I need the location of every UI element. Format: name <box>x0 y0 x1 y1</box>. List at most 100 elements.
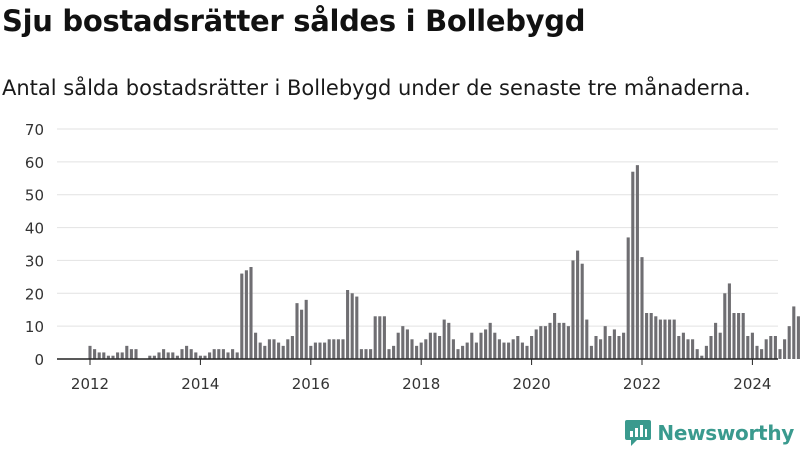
y-tick-label: 30 <box>25 252 44 270</box>
bar <box>783 339 787 359</box>
bar <box>792 306 796 359</box>
bar <box>663 319 667 359</box>
bar <box>244 270 248 359</box>
bar <box>543 326 547 359</box>
bar <box>166 352 170 359</box>
bar <box>392 345 396 359</box>
bar <box>502 342 506 359</box>
bar <box>208 352 212 359</box>
bar <box>240 273 244 359</box>
newsworthy-logo[interactable]: Newsworthy <box>625 420 794 446</box>
bar <box>152 355 156 359</box>
bar <box>249 267 253 359</box>
bar <box>507 342 511 359</box>
bar <box>525 345 529 359</box>
bar <box>134 349 138 359</box>
bar <box>654 316 658 359</box>
bar <box>419 342 423 359</box>
bar <box>672 319 676 359</box>
bar <box>428 332 432 359</box>
bar <box>718 332 722 359</box>
bar <box>612 329 616 359</box>
bar <box>300 309 304 359</box>
bar <box>346 290 350 359</box>
bar <box>681 332 685 359</box>
bar <box>254 332 258 359</box>
bar <box>511 339 515 359</box>
bar <box>649 313 653 359</box>
bar <box>534 329 538 359</box>
bar <box>737 313 741 359</box>
bar <box>566 326 570 359</box>
bar <box>442 319 446 359</box>
bar <box>309 345 313 359</box>
x-tick-label: 2016 <box>292 375 330 393</box>
bar <box>695 349 699 359</box>
bar <box>313 342 317 359</box>
bar <box>741 313 745 359</box>
bar <box>387 349 391 359</box>
bar <box>286 339 290 359</box>
bar <box>539 326 543 359</box>
bar <box>760 349 764 359</box>
bar <box>378 316 382 359</box>
bar <box>217 349 221 359</box>
y-tick-label: 40 <box>25 220 44 238</box>
bar <box>102 352 106 359</box>
bar <box>401 326 405 359</box>
bar <box>382 316 386 359</box>
bar <box>691 339 695 359</box>
bar <box>198 355 202 359</box>
bar <box>562 322 566 359</box>
bar <box>677 336 681 359</box>
bar <box>709 336 713 359</box>
bar <box>635 165 639 359</box>
bar <box>773 336 777 359</box>
x-tick-label: 2012 <box>71 375 109 393</box>
bar <box>88 345 92 359</box>
bar <box>231 349 235 359</box>
y-tick-label: 20 <box>25 285 44 303</box>
bar <box>364 349 368 359</box>
bar <box>796 316 800 359</box>
bar <box>723 293 727 359</box>
bar <box>479 332 483 359</box>
x-tick-label: 2022 <box>623 375 661 393</box>
y-tick-label: 70 <box>25 121 44 139</box>
bar <box>258 342 262 359</box>
bar <box>263 345 267 359</box>
newsworthy-logo-icon <box>625 420 652 446</box>
bar <box>746 336 750 359</box>
bar <box>318 342 322 359</box>
bar <box>350 293 354 359</box>
bar <box>700 355 704 359</box>
y-tick-label: 0 <box>34 351 44 369</box>
bar <box>97 352 101 359</box>
bar <box>516 336 520 359</box>
bar <box>290 336 294 359</box>
x-tick-label: 2018 <box>402 375 440 393</box>
bar <box>373 316 377 359</box>
bar <box>281 345 285 359</box>
chart-subtitle: Antal sålda bostadsrätter i Bollebygd un… <box>2 76 751 100</box>
bar <box>640 257 644 359</box>
bar <box>465 342 469 359</box>
bar <box>704 345 708 359</box>
bar <box>221 349 225 359</box>
bar <box>778 349 782 359</box>
bar <box>424 339 428 359</box>
bar <box>235 352 239 359</box>
bar <box>493 332 497 359</box>
bar <box>327 339 331 359</box>
bar <box>125 345 129 359</box>
bar <box>686 339 690 359</box>
bars <box>88 165 800 359</box>
bar <box>111 355 115 359</box>
brand-name: Newsworthy <box>657 421 794 445</box>
bar <box>484 329 488 359</box>
bar <box>594 336 598 359</box>
bar <box>171 352 175 359</box>
bar <box>116 352 120 359</box>
bar <box>304 299 308 359</box>
y-tick-label: 10 <box>25 318 44 336</box>
